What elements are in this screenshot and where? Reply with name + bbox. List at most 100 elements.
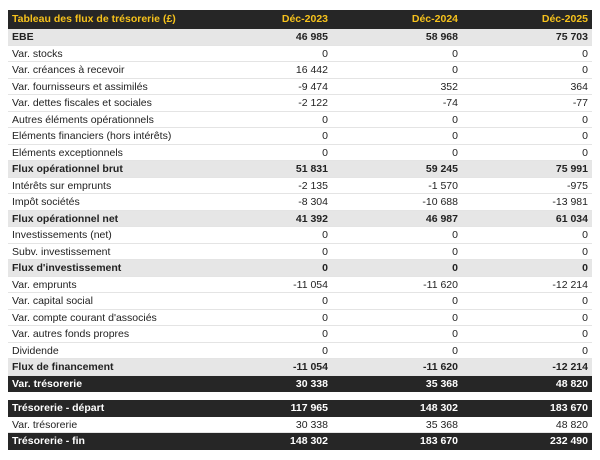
cell-value: 0 [322,245,328,258]
table-row: Var. créances à recevoir 16 442 0 0 [8,62,592,79]
cell-value: 0 [452,295,458,307]
row-label: Intérêts sur emprunts [12,179,112,192]
cell-value: 0 [322,262,328,274]
cell-value: 0 [452,344,458,357]
table-row: Flux opérationnel brut 51 831 59 245 75 991 [8,161,592,178]
cell-value: 0 [582,64,588,76]
table-row: Investissements (net) 0 0 0 [8,227,592,244]
cash-flow-table: Tableau des flux de trésorerie (£) Déc-2… [8,10,592,392]
cell-value: 46 985 [295,31,328,43]
table-row: Var. compte courant d'associés 0 0 0 [8,310,592,326]
cell-value: 232 490 [550,435,588,447]
cell-value: -12 214 [552,278,588,291]
table-row: Trésorerie - fin 148 302 183 670 232 490 [8,433,592,450]
cell-value: 59 245 [425,163,458,175]
cell-value: -975 [566,179,588,192]
cell-value: 0 [322,311,328,324]
cell-value: 0 [582,146,588,159]
cell-value: 41 392 [295,212,328,225]
cell-value: -12 214 [552,361,588,373]
row-label: Flux opérationnel net [12,212,119,225]
cell-value: 48 820 [555,377,588,390]
cell-value: 46 987 [425,212,458,225]
cell-value: -8 304 [298,196,328,208]
cell-value: 61 034 [555,212,588,225]
row-label: Flux opérationnel brut [12,163,123,175]
column-header: Déc-2024 [411,13,458,25]
table-row: Var. emprunts -11 054 -11 620 -12 214 [8,277,592,293]
column-header: Déc-2023 [281,13,328,25]
cell-value: 117 965 [290,402,328,414]
cell-value: -13 981 [552,196,588,208]
table-row: Var. capital social 0 0 0 [8,293,592,310]
cell-value: 48 820 [555,418,588,431]
summary-table: Trésorerie - départ 117 965 148 302 183 670… [8,400,592,450]
cell-value: 0 [582,328,588,340]
cell-value: -77 [572,97,588,109]
row-label: Var. trésorerie [12,377,83,390]
cell-value: 30 338 [295,377,328,390]
row-label: Impôt sociétés [12,196,80,208]
table-row: Var. autres fonds propres 0 0 0 [8,326,592,343]
cell-value: 0 [322,146,328,159]
table-row: Impôt sociétés -8 304 -10 688 -13 981 [8,194,592,211]
table-row: Var. fournisseurs et assimilés -9 474 352 3… [8,79,592,95]
row-label: Var. stocks [12,47,63,60]
row-label: Investissements (net) [12,229,112,241]
cell-value: 0 [452,113,458,126]
cell-value: 0 [452,229,458,241]
cell-value: -9 474 [298,80,328,93]
table-row: Eléments financiers (hors intérêts) 0 0 0 [8,128,592,145]
cell-value: 0 [582,113,588,126]
table-row: Var. trésorerie 30 338 35 368 48 820 [8,417,592,433]
cell-value: -2 135 [298,179,328,192]
cell-value: 0 [452,311,458,324]
cell-value: 0 [322,295,328,307]
cell-value: 0 [452,146,458,159]
cell-value: 0 [582,245,588,258]
table-row: Subv. investissement 0 0 0 [8,244,592,260]
cell-value: 35 368 [425,377,458,390]
cell-value: 0 [322,344,328,357]
table-row: Intérêts sur emprunts -2 135 -1 570 -975 [8,178,592,194]
row-label: Var. créances à recevoir [12,64,125,76]
cell-value: 0 [452,130,458,142]
row-label: Var. fournisseurs et assimilés [12,80,148,93]
cell-value: 0 [452,245,458,258]
cell-value: -11 620 [423,278,458,291]
cell-value: 0 [452,262,458,274]
row-label: Flux d'investissement [12,262,122,274]
cell-value: -10 688 [422,196,458,208]
table-row: Dividende 0 0 0 [8,343,592,359]
row-label: Var. capital social [12,295,93,307]
cell-value: -11 054 [292,361,328,373]
row-label: Var. emprunts [12,278,77,291]
cell-value: 183 670 [420,435,458,447]
row-label: Trésorerie - fin [12,435,85,447]
cell-value: 0 [452,64,458,76]
cell-value: 0 [322,229,328,241]
row-label: Flux de financement [12,361,114,373]
table-row: Trésorerie - départ 117 965 148 302 183 670 [8,400,592,417]
cell-value: 364 [570,80,588,93]
table-row: EBE 46 985 58 968 75 703 [8,29,592,46]
cell-value: -74 [442,97,458,109]
cell-value: -11 054 [293,278,328,291]
table-row: Flux de financement -11 054 -11 620 -12 214 [8,359,592,376]
cell-value: -1 570 [428,179,458,192]
cell-value: 16 442 [295,64,328,76]
cell-value: 0 [582,295,588,307]
cell-value: 0 [322,47,328,60]
cell-value: 30 338 [295,418,328,431]
cell-value: -11 620 [422,361,458,373]
table-row: Var. dettes fiscales et sociales -2 122 -7… [8,95,592,112]
cell-value: -2 122 [298,97,328,109]
cell-value: 75 991 [555,163,588,175]
cell-value: 0 [452,47,458,60]
cell-value: 0 [582,344,588,357]
row-label: Var. compte courant d'associés [12,311,157,324]
row-label: Var. autres fonds propres [12,328,130,340]
table-row: Var. trésorerie 30 338 35 368 48 820 [8,375,592,392]
cell-value: 0 [322,130,328,142]
